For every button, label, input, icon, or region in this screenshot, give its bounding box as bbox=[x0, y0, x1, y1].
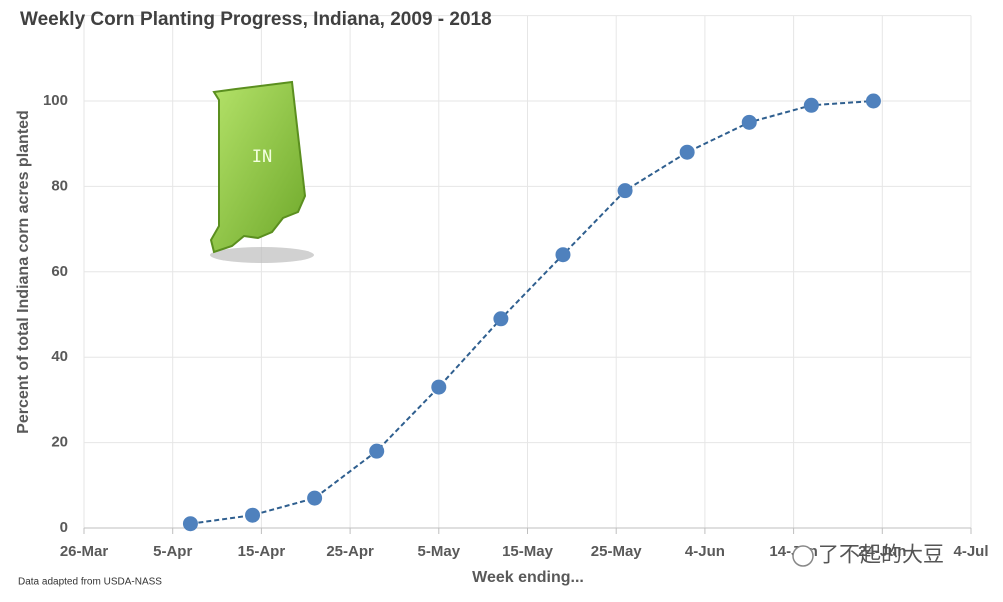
data-point bbox=[369, 443, 385, 459]
y-tick-label: 0 bbox=[60, 519, 68, 536]
data-point bbox=[803, 97, 819, 113]
indiana-map bbox=[209, 80, 307, 254]
x-tick-label: 15-May bbox=[502, 543, 554, 560]
x-axis-label: Week ending... bbox=[472, 569, 584, 586]
watermark-icon bbox=[792, 545, 814, 567]
x-tick-label: 4-Jun bbox=[685, 543, 725, 560]
x-tick-label: 15-Apr bbox=[238, 543, 286, 560]
data-point bbox=[493, 311, 509, 327]
series-line bbox=[190, 100, 874, 525]
data-point bbox=[555, 247, 571, 263]
data-point bbox=[741, 114, 757, 130]
x-tick-label: 24-Jun bbox=[858, 543, 906, 560]
data-point bbox=[431, 379, 447, 395]
map-label: IN bbox=[252, 147, 272, 167]
data-point bbox=[865, 93, 881, 109]
data-point bbox=[307, 490, 323, 506]
y-tick-label: 100 bbox=[43, 92, 68, 109]
y-axis-label: Percent of total Indiana corn acres plan… bbox=[15, 110, 32, 434]
x-tick-label: 25-Apr bbox=[326, 543, 374, 560]
source-note: Data adapted from USDA-NASS bbox=[18, 577, 162, 588]
data-point bbox=[679, 144, 695, 160]
y-tick-label: 20 bbox=[51, 434, 68, 451]
plot: 0 20 40 60 80 100 26-Mar 5-Apr 15-Apr 25-Apr 5-May… bbox=[43, 92, 989, 560]
chart-title: Weekly Corn Planting Progress, Indiana, … bbox=[20, 9, 492, 30]
y-tick-label: 60 bbox=[51, 263, 68, 280]
x-tick-label: 26-Mar bbox=[60, 543, 109, 560]
map-shadow bbox=[210, 247, 314, 263]
data-point bbox=[245, 507, 261, 523]
y-tick-label: 80 bbox=[51, 177, 68, 194]
x-tick-label: 4-Jul bbox=[953, 543, 988, 560]
y-tick-label: 40 bbox=[51, 348, 68, 365]
x-tick-label: 5-May bbox=[418, 543, 461, 560]
data-point bbox=[182, 516, 198, 532]
x-tick-label: 25-May bbox=[591, 543, 643, 560]
data-point bbox=[617, 183, 633, 199]
watermark: 了不起的大豆 bbox=[818, 544, 944, 567]
x-tick-label: 5-Apr bbox=[153, 543, 192, 560]
